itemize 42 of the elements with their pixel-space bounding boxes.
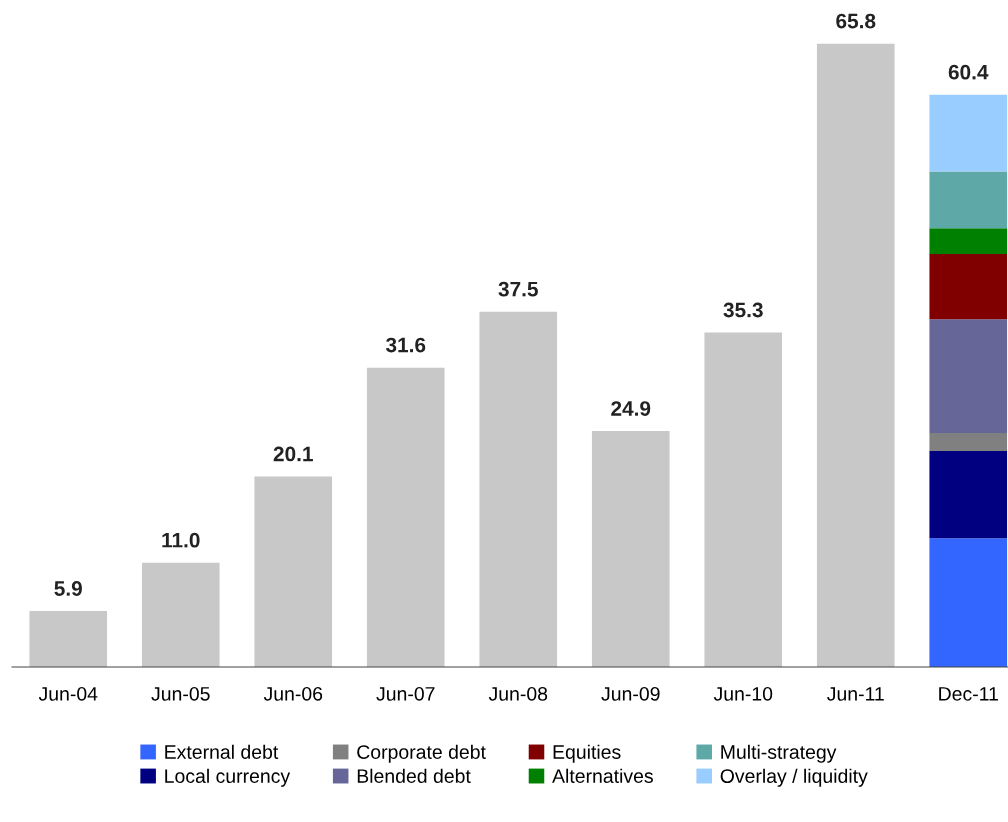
legend-label: Equities bbox=[553, 744, 621, 763]
bar bbox=[816, 43, 895, 667]
data-label: 65.8 bbox=[836, 13, 876, 29]
x-tick-label: Jun-08 bbox=[488, 686, 548, 701]
x-tick-label: Jun-05 bbox=[151, 686, 210, 701]
bar bbox=[479, 311, 558, 667]
bar bbox=[366, 367, 445, 667]
legend-label: Blended debt bbox=[357, 768, 471, 783]
bar bbox=[929, 538, 1008, 667]
bar bbox=[254, 476, 333, 667]
legend-label: Multi-strategy bbox=[721, 744, 837, 763]
data-label: 37.5 bbox=[498, 281, 538, 297]
bar bbox=[929, 433, 1008, 451]
x-tick-label: Jun-09 bbox=[601, 686, 660, 701]
bar bbox=[704, 332, 783, 667]
x-tick-label: Jun-10 bbox=[713, 686, 773, 701]
legend-label: Local currency bbox=[165, 768, 291, 787]
legend-label: Overlay / liquidity bbox=[720, 768, 868, 787]
data-label: 20.1 bbox=[273, 446, 313, 462]
x-tick-label: Jun-11 bbox=[827, 687, 884, 701]
bar bbox=[141, 562, 220, 667]
x-tick-label: Dec-11 bbox=[939, 687, 998, 701]
data-label: 11.0 bbox=[162, 532, 200, 548]
bar bbox=[929, 253, 1008, 320]
bar bbox=[929, 228, 1008, 254]
data-label: 24.9 bbox=[611, 401, 651, 416]
legend-label: Corporate debt bbox=[357, 744, 486, 763]
bar bbox=[929, 451, 1008, 539]
bar bbox=[29, 611, 108, 667]
bar bbox=[929, 171, 1008, 229]
bar bbox=[929, 94, 1008, 172]
x-tick-label: Jun-07 bbox=[376, 686, 435, 701]
x-tick-label: Jun-04 bbox=[38, 686, 98, 701]
legend-label: Alternatives bbox=[552, 768, 653, 783]
bar bbox=[591, 431, 670, 667]
data-label: 35.3 bbox=[723, 302, 763, 318]
bar bbox=[929, 319, 1008, 433]
x-tick-label: Jun-06 bbox=[263, 686, 323, 701]
data-label: 5.9 bbox=[54, 581, 82, 596]
data-label: 31.6 bbox=[385, 337, 426, 353]
legend-label: External debt bbox=[165, 744, 279, 759]
total-label: 60.4 bbox=[948, 64, 989, 80]
